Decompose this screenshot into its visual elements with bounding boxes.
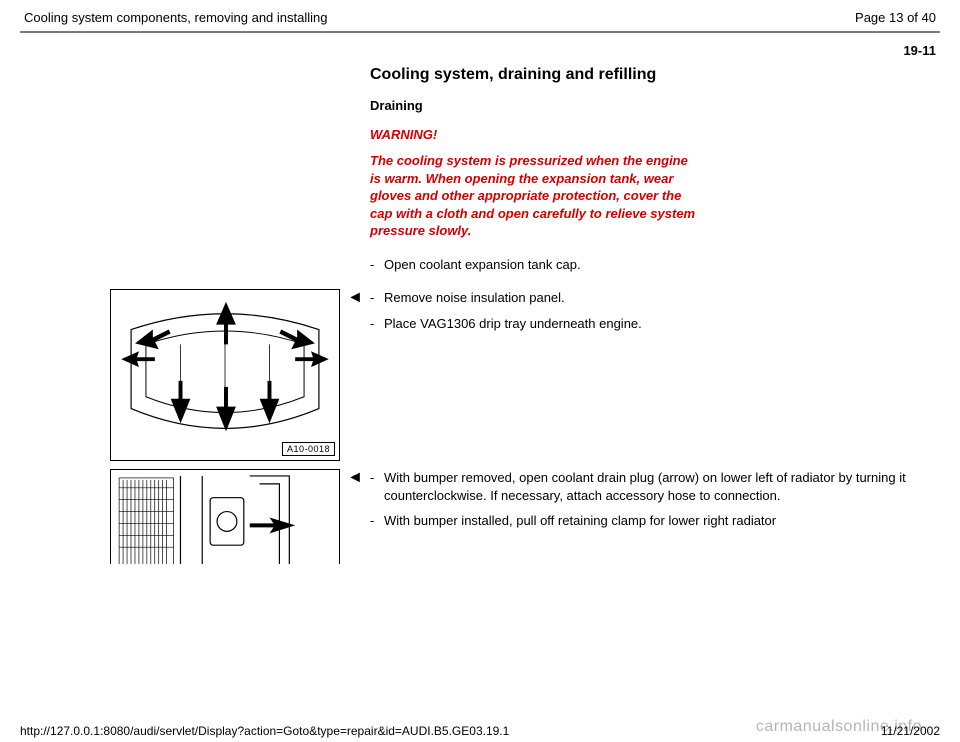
content-area: Cooling system, draining and refilling D… [20,66,940,564]
step-text: Place VAG1306 drip tray underneath engin… [384,315,642,333]
pointer-column-1: ◄ [340,289,370,307]
step-text: With bumper removed, open coolant drain … [384,469,920,504]
section-heading: Cooling system, draining and refilling [370,66,880,84]
step-list-1: - Remove noise insulation panel. - Place… [370,289,880,332]
list-item: - With bumper installed, pull off retain… [370,512,920,530]
figure-2 [110,469,340,564]
header-title: Cooling system components, removing and … [24,10,328,25]
header-page-number: Page 13 of 40 [855,10,936,25]
footer-date: 11/21/2002 [881,724,940,738]
step-text: With bumper installed, pull off retainin… [384,512,776,530]
manual-page: Cooling system components, removing and … [0,0,960,742]
page-footer: http://127.0.0.1:8080/audi/servlet/Displ… [20,724,940,738]
list-item: - Place VAG1306 drip tray underneath eng… [370,315,880,333]
pointer-column-2: ◄ [340,469,370,487]
dash-bullet: - [370,512,384,530]
pointer-icon: ◄ [347,469,363,486]
step-text: Open coolant expansion tank cap. [384,256,581,274]
list-item: - With bumper removed, open coolant drai… [370,469,920,504]
text-column-2: - With bumper removed, open coolant drai… [370,469,940,538]
dash-bullet: - [370,469,384,504]
figure-column-2 [90,469,340,564]
header-rule [20,31,940,33]
text-block-intro: Cooling system, draining and refilling D… [90,66,940,281]
step-list-0: - Open coolant expansion tank cap. [370,256,880,274]
step-text: Remove noise insulation panel. [384,289,565,307]
figure-1: A10-0018 [110,289,340,461]
dash-bullet: - [370,289,384,307]
section-subheading: Draining [370,98,880,113]
text-column-1: - Remove noise insulation panel. - Place… [370,289,940,340]
figure-1-svg [111,290,339,460]
dash-bullet: - [370,256,384,274]
figure-2-svg [111,470,339,564]
figure-column-1: A10-0018 [90,289,340,461]
footer-url: http://127.0.0.1:8080/audi/servlet/Displ… [20,724,509,738]
pointer-icon: ◄ [347,289,363,306]
dash-bullet: - [370,315,384,333]
warning-label: WARNING! [370,127,880,142]
section-reference: 19-11 [20,43,940,58]
figure-1-label: A10-0018 [282,442,335,456]
step-list-2: - With bumper removed, open coolant drai… [370,469,920,530]
warning-body: The cooling system is pressurized when t… [370,152,700,240]
page-header: Cooling system components, removing and … [20,10,940,31]
text-column-intro: Cooling system, draining and refilling D… [370,66,940,281]
list-item: - Open coolant expansion tank cap. [370,256,880,274]
list-item: - Remove noise insulation panel. [370,289,880,307]
figure-row-1: A10-0018 ◄ - Remove noise insulation pan… [90,289,940,461]
figure-row-2: ◄ - With bumper removed, open coolant dr… [90,469,940,564]
